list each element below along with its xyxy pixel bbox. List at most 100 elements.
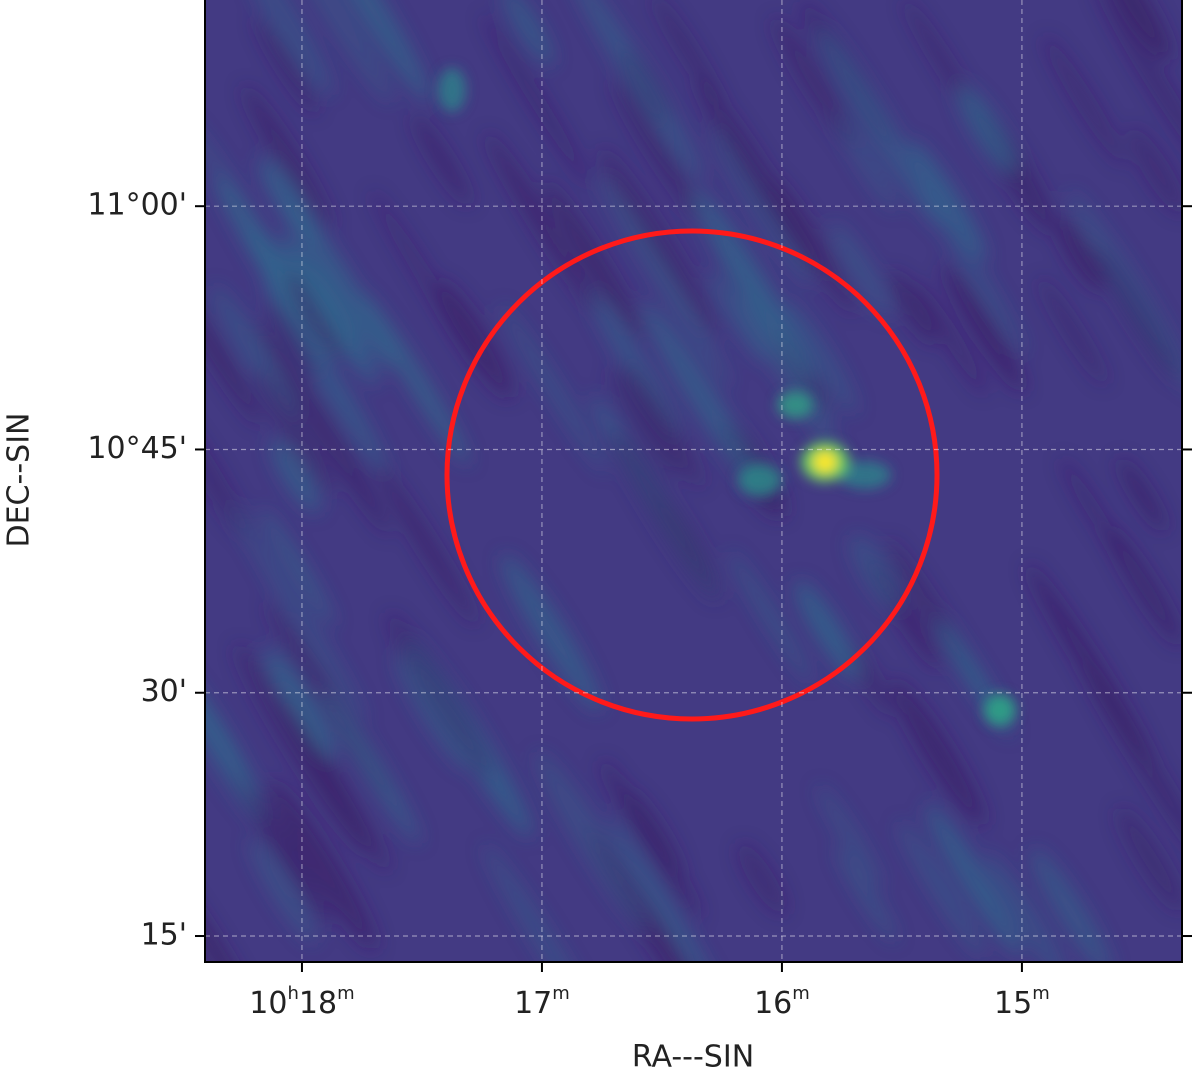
streak [830,222,893,318]
streak [795,580,860,680]
streak [395,654,470,770]
noise-streaks [205,0,1182,962]
streak [270,439,321,513]
streak [255,17,317,115]
streak [835,845,897,943]
y-tick-label: 10°45' [87,431,187,466]
streak [248,838,317,944]
streak [642,302,764,494]
streak [599,148,719,336]
streak [205,267,262,425]
streak [255,320,391,535]
streak [566,0,704,181]
streak [1118,458,1167,532]
streak [612,79,702,222]
streak [708,227,835,427]
streak [1030,848,1113,962]
y-tick-label: 15' [141,918,187,953]
streak [1093,0,1182,177]
streak [597,174,732,388]
streak [897,820,986,958]
streak [205,689,265,824]
streak [236,0,334,96]
streak [543,181,644,340]
y-tick-label: 11°00' [87,188,187,223]
streak [279,231,365,366]
streak [264,648,337,760]
streak [235,644,369,855]
streak [609,368,681,478]
streak [957,85,1016,173]
region-circle [444,228,940,722]
streak [230,504,367,722]
streak [360,292,470,466]
streak [1043,35,1126,166]
streak [1068,190,1182,394]
streak [1060,458,1128,565]
sky-image [205,0,1182,962]
streak [737,842,787,915]
streak [919,183,1027,354]
streak [483,843,605,962]
streak [305,0,431,102]
streak [1039,278,1107,385]
streak [535,751,650,931]
streak [623,361,704,488]
streak [888,271,938,345]
streak [412,114,472,206]
streak [321,687,421,844]
streak [436,280,514,399]
streak [277,0,394,104]
streak [728,550,814,685]
streak [736,294,852,479]
streak [214,174,307,320]
streak [1127,126,1182,215]
x-tick-label: 15m [994,983,1050,1021]
streak [386,612,493,778]
x-tick-label: 16m [754,983,810,1021]
streak [1055,218,1106,291]
streak [205,859,261,962]
streak [501,554,602,712]
streak [485,132,599,313]
sources [438,68,1016,726]
x-axis-label: RA---SIN [632,1040,754,1075]
streak [627,790,683,876]
streak [908,140,987,262]
streak [260,508,335,627]
streak [502,0,554,66]
streak [287,273,343,358]
streak [925,804,1023,956]
streak [264,278,388,473]
streak [849,534,903,611]
streak [834,112,899,212]
streak [817,784,884,889]
streak [943,264,1025,392]
streak [205,119,259,233]
streak [1026,564,1154,765]
streak [482,14,592,188]
streak [607,817,721,962]
plot-frame [204,0,1183,963]
streak [711,128,812,287]
streak [242,85,334,229]
streak [817,28,944,229]
x-tick-label: 17m [514,983,570,1021]
streak [848,645,894,716]
y-tick-label: 30' [141,674,187,709]
x-tick-label: 10h18m [249,983,354,1021]
streak [268,780,377,950]
streak [652,0,723,106]
y-axis-label: DEC--SIN [2,413,37,548]
streak [288,202,395,369]
streak [935,617,999,717]
streak [784,299,858,414]
streak [1117,807,1182,912]
streak [984,852,1068,962]
streak [915,281,987,395]
streak [266,298,319,380]
streak [891,680,986,826]
streak [253,367,335,494]
streak [500,304,607,473]
